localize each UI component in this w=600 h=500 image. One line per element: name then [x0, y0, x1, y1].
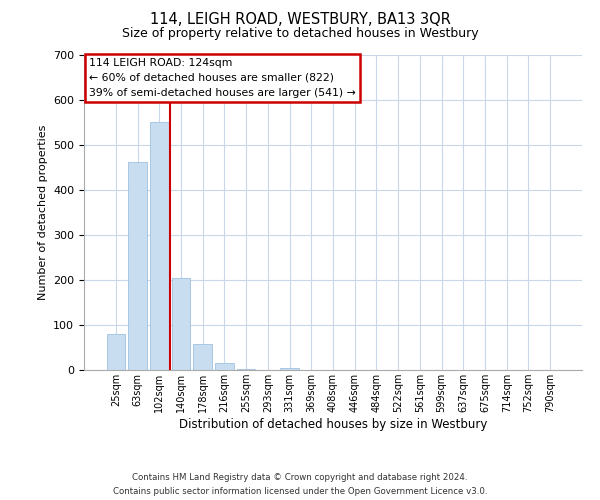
- Bar: [172, 278, 190, 370]
- Text: Size of property relative to detached houses in Westbury: Size of property relative to detached ho…: [122, 28, 478, 40]
- Text: Contains public sector information licensed under the Open Government Licence v3: Contains public sector information licen…: [113, 488, 487, 496]
- Bar: [107, 334, 125, 370]
- Bar: [215, 363, 233, 370]
- Bar: [193, 344, 212, 370]
- Text: Contains HM Land Registry data © Crown copyright and database right 2024.: Contains HM Land Registry data © Crown c…: [132, 472, 468, 482]
- Bar: [237, 369, 256, 370]
- Text: 114, LEIGH ROAD, WESTBURY, BA13 3QR: 114, LEIGH ROAD, WESTBURY, BA13 3QR: [149, 12, 451, 28]
- Text: 114 LEIGH ROAD: 124sqm
← 60% of detached houses are smaller (822)
39% of semi-de: 114 LEIGH ROAD: 124sqm ← 60% of detached…: [89, 58, 356, 98]
- Bar: [128, 162, 147, 370]
- Bar: [280, 368, 299, 370]
- Bar: [150, 122, 169, 370]
- X-axis label: Distribution of detached houses by size in Westbury: Distribution of detached houses by size …: [179, 418, 487, 431]
- Y-axis label: Number of detached properties: Number of detached properties: [38, 125, 47, 300]
